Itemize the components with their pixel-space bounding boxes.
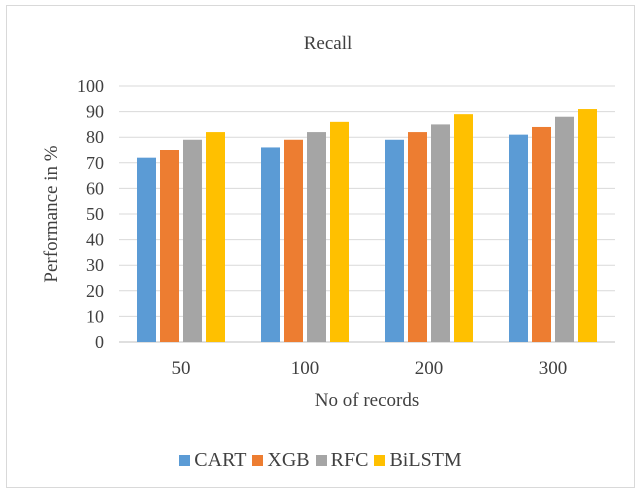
legend-swatch xyxy=(179,455,191,466)
y-tick-label: 30 xyxy=(86,255,104,275)
y-tick-label: 100 xyxy=(77,76,104,96)
bar-xgb-50 xyxy=(160,150,179,342)
legend-label: RFC xyxy=(330,449,369,471)
x-tick-label: 300 xyxy=(539,358,568,379)
chart-title: Recall xyxy=(304,33,353,54)
bar-bilstm-200 xyxy=(454,114,473,342)
legend-swatch xyxy=(252,455,264,466)
bar-xgb-300 xyxy=(532,126,551,343)
y-tick-label: 50 xyxy=(86,204,104,224)
y-tick-label: 60 xyxy=(86,178,104,198)
y-tick-label: 70 xyxy=(86,153,104,173)
legend-label: BiLSTM xyxy=(389,449,462,471)
bar-bilstm-50 xyxy=(206,132,225,342)
bar-rfc-300 xyxy=(555,116,574,342)
bar-cart-100 xyxy=(261,147,280,342)
legend-item-bilstm: BiLSTM xyxy=(374,449,462,472)
y-axis-label: Performance in % xyxy=(41,145,62,282)
y-tick-label: 80 xyxy=(86,127,104,147)
bar-cart-300 xyxy=(509,134,528,342)
legend-item-rfc: RFC xyxy=(315,449,369,472)
x-tick-label: 200 xyxy=(415,358,444,379)
y-tick-label: 10 xyxy=(86,306,104,326)
bar-cart-200 xyxy=(385,139,404,342)
y-tick-label: 90 xyxy=(86,102,104,122)
bar-bilstm-300 xyxy=(578,109,597,342)
legend-swatch xyxy=(315,455,327,466)
x-tick-label: 100 xyxy=(291,358,320,379)
bar-rfc-100 xyxy=(307,132,326,342)
legend-swatch xyxy=(374,455,386,466)
bar-xgb-100 xyxy=(284,139,303,342)
bar-rfc-50 xyxy=(183,139,202,342)
bar-xgb-200 xyxy=(408,132,427,342)
x-tick-label: 50 xyxy=(172,358,191,379)
legend-label: CART xyxy=(194,449,247,471)
legend-label: XGB xyxy=(267,449,310,471)
y-tick-label: 0 xyxy=(95,332,104,352)
bar-bilstm-100 xyxy=(330,121,349,342)
legend-item-cart: CART xyxy=(179,449,246,472)
x-axis-label: No of records xyxy=(315,390,419,411)
bar-rfc-200 xyxy=(431,124,450,343)
bar-cart-50 xyxy=(137,157,156,342)
y-tick-label: 20 xyxy=(86,281,104,301)
legend-item-xgb: XGB xyxy=(252,449,310,472)
y-tick-label: 40 xyxy=(86,230,104,250)
chart-legend: CART XGB RFC BiLSTM xyxy=(0,449,641,472)
